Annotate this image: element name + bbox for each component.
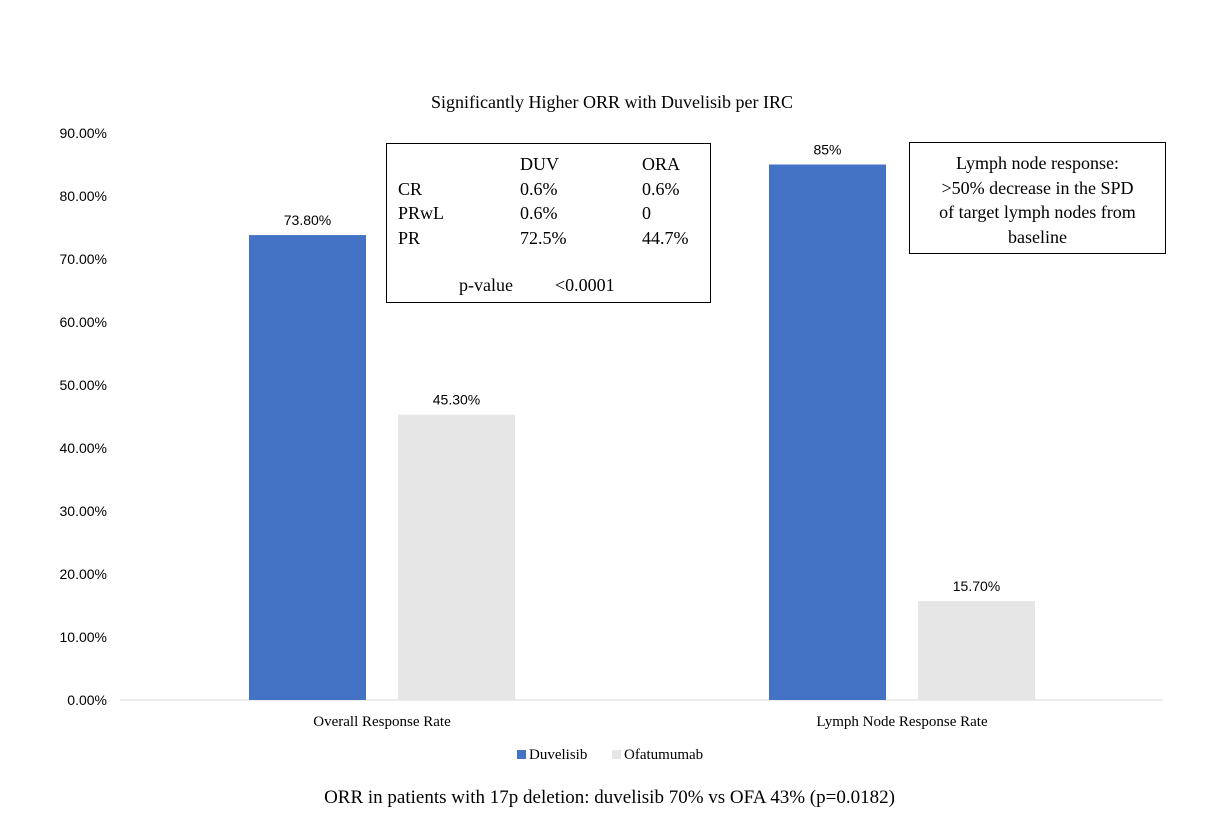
p-value-row: p-value <0.0001 (459, 273, 615, 297)
bar-ofatumumab-overall (398, 414, 515, 700)
legend-label: Duvelisib (529, 747, 587, 763)
x-category-label: Overall Response Rate (313, 714, 451, 730)
note-line: baseline (1008, 226, 1067, 247)
lymph-node-note: Lymph node response: >50% decrease in th… (909, 142, 1166, 254)
table-header-row: DUV ORA (398, 152, 689, 177)
footnote: ORR in patients with 17p deletion: duvel… (324, 787, 895, 808)
legend-swatch-ofatumumab (612, 750, 621, 759)
table-cell-ora: 44.7% (642, 227, 689, 248)
table-row: PRwL 0.6% 0 (398, 201, 689, 226)
y-tick-label: 0.00% (67, 692, 107, 708)
table-cell-duv: 0.6% (520, 203, 558, 223)
table-cell-duv: 0.6% (520, 178, 558, 199)
y-tick-label: 70.00% (60, 251, 107, 267)
bars (249, 164, 1035, 700)
table-header-cell (398, 152, 520, 177)
bar-labels: 73.80% 45.30% 85% 15.70% (284, 142, 1000, 595)
table-row-label: CR (398, 178, 423, 199)
bar-duvelisib-lymph-node (769, 164, 886, 700)
note-line: of target lymph nodes from (939, 202, 1136, 222)
legend-swatch-duvelisib (517, 750, 526, 759)
x-axis: Overall Response Rate Lymph Node Response… (313, 714, 988, 730)
table-row: CR 0.6% 0.6% (398, 177, 689, 202)
y-tick-label: 30.00% (60, 503, 107, 519)
response-table: DUV ORA CR 0.6% 0.6% PRwL 0.6% 0 PR 72.5… (398, 152, 689, 250)
table-header-duv: DUV (520, 154, 559, 174)
table-cell-ora: 0.6% (642, 178, 680, 199)
table-header-ora: ORA (642, 154, 681, 174)
bar-duvelisib-overall (249, 235, 366, 700)
y-tick-label: 40.00% (60, 440, 107, 456)
response-breakdown-table: DUV ORA CR 0.6% 0.6% PRwL 0.6% 0 PR 72.5… (386, 143, 711, 303)
note-line: Lymph node response: (956, 153, 1119, 173)
y-tick-label: 90.00% (60, 125, 107, 141)
y-tick-label: 60.00% (60, 314, 107, 330)
p-value-label: p-value (459, 275, 513, 295)
p-value: <0.0001 (555, 275, 615, 295)
table-cell-ora: 0 (642, 203, 651, 223)
y-tick-label: 50.00% (60, 377, 107, 393)
x-category-label: Lymph Node Response Rate (816, 714, 988, 730)
table-row: PR 72.5% 44.7% (398, 226, 689, 251)
bar-value-label: 15.70% (953, 578, 1000, 594)
y-tick-label: 80.00% (60, 188, 107, 204)
bar-ofatumumab-lymph-node (918, 601, 1035, 700)
table-row-label: PRwL (398, 203, 445, 223)
legend: Duvelisib Ofatumumab (517, 747, 703, 763)
bar-value-label: 73.80% (284, 212, 331, 228)
legend-label: Ofatumumab (624, 747, 703, 763)
y-tick-label: 10.00% (60, 629, 107, 645)
y-axis: 0.00% 10.00% 20.00% 30.00% 40.00% 50.00% 60.00… (60, 125, 107, 708)
table-row-label: PR (398, 227, 421, 248)
chart-title: Significantly Higher ORR with Duvelisib … (431, 92, 793, 112)
bar-value-label: 85% (813, 142, 841, 158)
y-tick-label: 20.00% (60, 566, 107, 582)
note-line: >50% decrease in the SPD (941, 177, 1134, 198)
table-cell-duv: 72.5% (520, 227, 567, 248)
bar-value-label: 45.30% (433, 392, 480, 408)
